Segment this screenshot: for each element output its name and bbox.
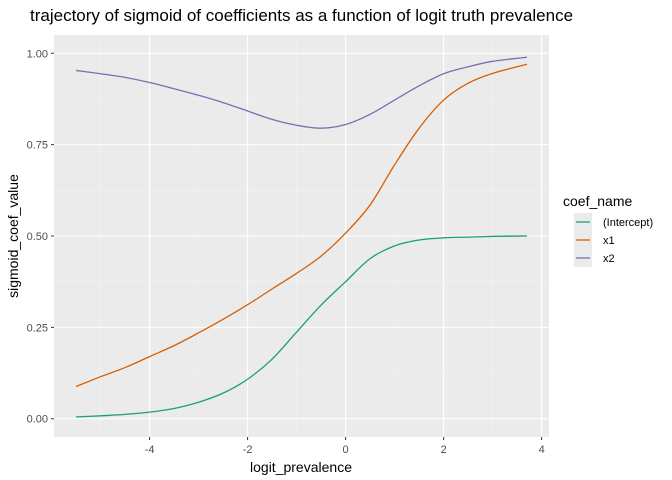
legend-title: coef_name	[563, 193, 632, 209]
x-tick-label: 0	[343, 444, 349, 456]
y-axis-title: sigmoid_coef_value	[5, 174, 21, 298]
legend-label-intercept: (Intercept)	[603, 217, 653, 229]
series-line-x1	[75, 63, 528, 388]
legend-label-x2: x2	[603, 253, 615, 265]
x-axis: -4 -2 0 2 4	[145, 437, 545, 456]
chart-title: trajectory of sigmoid of coefficients as…	[30, 6, 573, 25]
x-tick-label: -4	[145, 444, 155, 456]
y-tick-label: 0.50	[27, 231, 48, 243]
x-tick-label: -2	[243, 444, 253, 456]
y-axis: 0.00 0.25 0.50 0.75 1.00	[27, 48, 54, 426]
x-tick-label: 4	[539, 444, 545, 456]
y-tick-label: 0.25	[27, 322, 48, 334]
x-tick-label: 2	[441, 444, 447, 456]
y-tick-label: 1.00	[27, 48, 48, 60]
x-axis-title: logit_prevalence	[250, 459, 352, 475]
series-line-intercept	[76, 235, 527, 418]
series-lines	[75, 56, 528, 418]
legend: coef_name (Intercept) x1 x2	[563, 193, 653, 267]
legend-label-x1: x1	[603, 235, 615, 247]
series-line-x2	[75, 56, 528, 129]
y-tick-label: 0.00	[27, 414, 48, 426]
y-tick-label: 0.75	[27, 140, 48, 152]
